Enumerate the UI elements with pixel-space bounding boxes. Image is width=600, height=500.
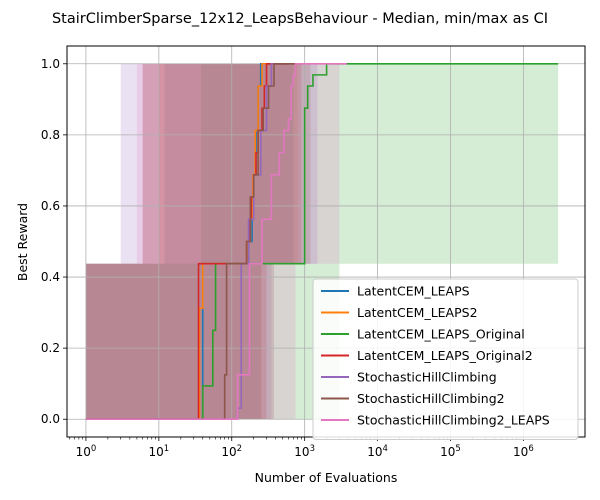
ci-band-latentcem-leaps xyxy=(85,63,311,420)
legend-label-latentcem-leaps: LatentCEM_LEAPS xyxy=(357,284,470,299)
legend-box xyxy=(312,278,579,440)
legend-label-stochastichillclimbing2: StochasticHillClimbing2 xyxy=(357,391,505,406)
series-lines xyxy=(85,62,559,421)
x-tick-label: 102 xyxy=(221,444,242,459)
series-line-latentcem-leaps-original xyxy=(85,62,559,421)
legend-label-stochastichillclimbing: StochasticHillClimbing xyxy=(357,370,497,385)
y-axis-label: Best Reward xyxy=(15,203,30,281)
y-tick-label: 0.8 xyxy=(41,128,60,142)
legend: LatentCEM_LEAPS LatentCEM_LEAPS2 LatentCEM… xyxy=(312,278,579,440)
series-line-stochastichillclimbing2 xyxy=(85,62,302,421)
x-axis-label: Number of Evaluations xyxy=(255,470,398,485)
y-tick-label: 0.2 xyxy=(41,341,60,355)
legend-label-latentcem-leaps-original2: LatentCEM_LEAPS_Original2 xyxy=(357,348,533,363)
chart-title: StairClimberSparse_12x12_LeapsBehaviour … xyxy=(52,11,548,27)
y-tick-label: 1.0 xyxy=(41,57,60,71)
ci-band-latentcem-leaps-original xyxy=(85,63,559,420)
series-line-stochastichillclimbing2-leaps xyxy=(85,62,347,421)
y-tick-label: 0.6 xyxy=(41,199,60,213)
legend-label-latentcem-leaps2: LatentCEM_LEAPS2 xyxy=(357,305,478,320)
legend-label-latentcem-leaps-original: LatentCEM_LEAPS_Original xyxy=(357,327,525,342)
x-tick-label: 106 xyxy=(513,444,534,459)
axis-ticks: 100 101 102 103 104 105 106 0.0 0.2 0.4 0.6 0.8 1.0 xyxy=(41,57,534,459)
x-tick-label: 103 xyxy=(294,444,315,459)
x-tick-label: 101 xyxy=(148,444,169,459)
x-tick-label: 100 xyxy=(76,444,97,459)
x-tick-label: 105 xyxy=(440,444,461,459)
y-tick-label: 0.4 xyxy=(41,270,60,284)
legend-label-stochastichillclimbing2-leaps: StochasticHillClimbing2_LEAPS xyxy=(357,413,550,428)
ci-band-latentcem-leaps2 xyxy=(85,63,318,420)
ci-band-stochastichillclimbing2 xyxy=(85,63,334,420)
x-tick-label: 104 xyxy=(367,444,388,459)
ci-bands xyxy=(85,63,559,420)
y-tick-label: 0.0 xyxy=(41,412,60,426)
ci-band-latentcem-leaps-original2 xyxy=(85,63,318,420)
